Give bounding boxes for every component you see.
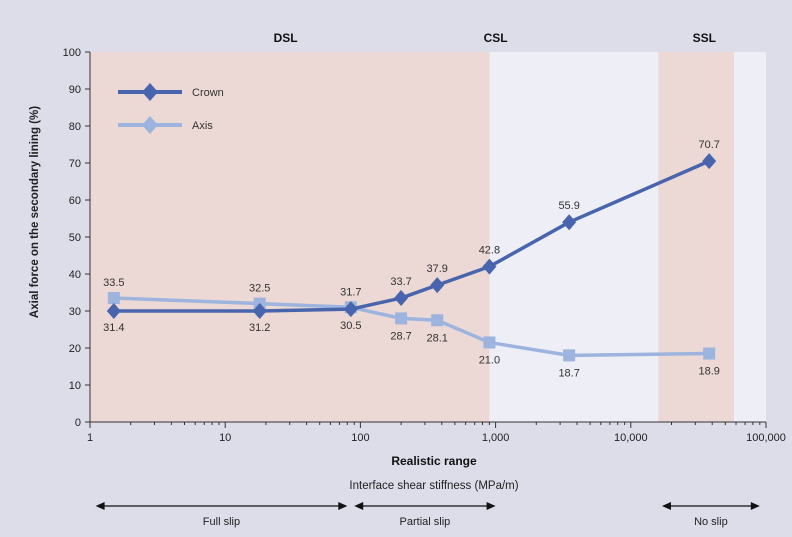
data-label-crown: 33.7 (390, 276, 411, 288)
data-series (106, 153, 717, 362)
range-label-full-slip: Full slip (203, 516, 240, 528)
y-tick-label: 0 (75, 417, 81, 429)
arrowhead-left (661, 502, 671, 510)
region-label-ssl: SSL (693, 31, 716, 45)
series-line-axis (113, 296, 710, 358)
point-crown (482, 258, 497, 275)
y-tick-label: 40 (69, 269, 81, 281)
data-label-axis: 28.1 (427, 332, 448, 344)
point-crown (343, 301, 358, 318)
y-tick-label: 50 (69, 232, 81, 244)
data-label-crown: 42.8 (479, 245, 500, 257)
arrowhead-right (750, 502, 760, 510)
y-tick-label: 90 (69, 84, 81, 96)
y-tick-label: 80 (69, 121, 81, 133)
point-axis (431, 314, 444, 327)
y-tick-label: 20 (69, 343, 81, 355)
y-tick-label: 100 (63, 47, 81, 59)
region-band-dsl (90, 52, 490, 422)
region-band-blank-3 (734, 52, 766, 422)
data-label-axis: 31.7 (340, 286, 361, 298)
series-line-crown (113, 159, 710, 313)
point-crown (562, 214, 577, 231)
x-tick-label: 10 (219, 432, 231, 444)
data-labels: 31.4 31.2 30.5 33.7 37.9 42.8 55.9 70.7 33.5 32.5… (103, 139, 720, 379)
arrowhead-left (354, 502, 364, 510)
data-label-crown: 55.9 (558, 200, 579, 212)
data-label-crown: 31.4 (103, 322, 124, 334)
data-label-crown: 31.2 (249, 322, 270, 334)
x-axis-label: Interface shear stiffness (MPa/m) (349, 480, 518, 492)
point-crown (394, 290, 409, 307)
x-tick-label: 1 (87, 432, 93, 444)
legend-marker-axis (142, 116, 158, 134)
arrowhead-right (338, 502, 348, 510)
legend-label-axis: Axis (192, 120, 213, 132)
y-tick-label: 10 (69, 380, 81, 392)
x-tick-label: 100,000 (746, 432, 786, 444)
legend: Crown Axis (118, 83, 224, 134)
point-axis (107, 292, 120, 305)
region-label-dsl: DSL (274, 31, 298, 45)
x-tick-label: 1,000 (482, 432, 510, 444)
data-label-axis: 21.0 (479, 354, 500, 366)
data-label-axis: 32.5 (249, 283, 270, 295)
realistic-range-label: Realistic range (391, 454, 477, 468)
range-label-no-slip: No slip (694, 516, 728, 528)
region-band-ssl (658, 52, 735, 422)
arrowhead-left (95, 502, 105, 510)
arrowhead-right (486, 502, 496, 510)
point-crown (106, 303, 121, 319)
region-labels: DSL CSL SSL (274, 31, 716, 45)
data-label-crown: 30.5 (340, 320, 361, 332)
point-crown (252, 303, 267, 319)
data-label-crown: 37.9 (427, 263, 448, 275)
y-tick-label: 70 (69, 158, 81, 170)
region-backgrounds (90, 52, 766, 422)
data-label-axis: 18.9 (698, 366, 719, 378)
region-label-csl: CSL (484, 31, 508, 45)
legend-marker-crown (142, 83, 158, 101)
point-axis (563, 349, 576, 362)
legend-label-crown: Crown (192, 87, 224, 99)
data-label-crown: 70.7 (698, 139, 719, 151)
data-label-axis: 33.5 (103, 277, 124, 289)
point-axis (703, 347, 716, 360)
point-crown (702, 153, 717, 170)
y-axis-label: Axial force on the secondary lining (%) (29, 106, 41, 318)
y-tick-label: 60 (69, 195, 81, 207)
point-axis (395, 312, 408, 325)
y-tick-label: 30 (69, 306, 81, 318)
data-label-axis: 18.7 (558, 367, 579, 379)
data-label-axis: 28.7 (390, 330, 411, 342)
x-tick-label: 10,000 (614, 432, 648, 444)
range-label-partial-slip: Partial slip (400, 516, 451, 528)
point-crown (430, 277, 445, 294)
point-axis (483, 336, 496, 349)
slip-ranges: Full slip Partial slip No slip (95, 502, 760, 528)
x-tick-label: 100 (351, 432, 369, 444)
